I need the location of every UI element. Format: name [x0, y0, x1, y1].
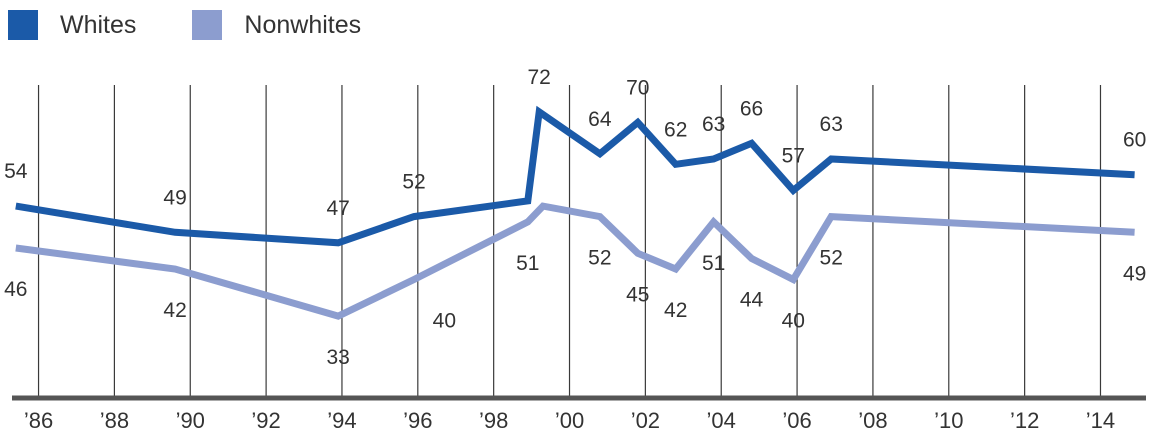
data-label-nonwhites: 49: [1123, 262, 1146, 285]
legend-label-whites: Whites: [60, 10, 137, 39]
x-tick-label: ’06: [782, 408, 811, 433]
data-label-whites: 62: [664, 118, 687, 141]
x-tick-label: ’04: [707, 408, 736, 433]
x-tick-label: ’14: [1086, 408, 1115, 433]
data-label-whites: 64: [588, 108, 612, 131]
data-label-nonwhites: 45: [626, 283, 649, 306]
series-line-nonwhites: [15, 202, 1135, 320]
legend-item-whites: Whites: [8, 10, 136, 40]
data-label-whites: 70: [626, 76, 649, 99]
x-tick-label: ’90: [176, 408, 205, 433]
data-label-whites: 52: [402, 171, 425, 194]
data-label-whites: 60: [1123, 129, 1146, 152]
data-label-nonwhites: 33: [326, 346, 349, 369]
x-tick-label: ’10: [934, 408, 963, 433]
data-label-nonwhites: 51: [516, 252, 539, 275]
x-tick-label: ’00: [555, 408, 584, 433]
data-label-nonwhites: 52: [820, 247, 843, 270]
data-label-nonwhites: 46: [4, 278, 27, 301]
legend-swatch-nonwhites: [192, 10, 223, 40]
x-tick-label: ’94: [327, 408, 356, 433]
data-label-nonwhites: 42: [664, 299, 687, 322]
data-label-whites: 63: [702, 113, 725, 136]
data-label-whites: 72: [527, 66, 550, 89]
data-label-nonwhites: 44: [740, 289, 764, 312]
data-label-whites: 47: [326, 197, 349, 220]
x-tick-label: ’86: [24, 408, 53, 433]
legend-label-nonwhites: Nonwhites: [244, 10, 362, 39]
data-label-whites: 63: [820, 113, 843, 136]
x-tick-label: ’88: [100, 408, 129, 433]
x-tick-label: ’12: [1010, 408, 1039, 433]
legend: Whites Nonwhites: [8, 10, 417, 40]
series-line-whites: [15, 105, 1135, 247]
data-label-nonwhites: 40: [433, 309, 456, 332]
data-label-nonwhites: 42: [163, 299, 186, 322]
x-tick-label: ’96: [403, 408, 432, 433]
data-label-whites: 54: [4, 160, 28, 183]
x-tick-label: ’98: [479, 408, 508, 433]
legend-swatch-whites: [8, 10, 38, 40]
x-tick-label: ’02: [631, 408, 660, 433]
data-label-nonwhites: 40: [782, 309, 805, 332]
data-label-whites: 57: [782, 144, 805, 167]
x-tick-label: ’92: [251, 408, 280, 433]
x-tick-label: ’08: [858, 408, 887, 433]
data-label-whites: 66: [740, 97, 763, 120]
legend-item-nonwhites: Nonwhites: [192, 10, 361, 40]
data-label-whites: 49: [163, 186, 186, 209]
data-label-nonwhites: 52: [588, 247, 611, 270]
data-label-nonwhites: 51: [702, 252, 725, 275]
